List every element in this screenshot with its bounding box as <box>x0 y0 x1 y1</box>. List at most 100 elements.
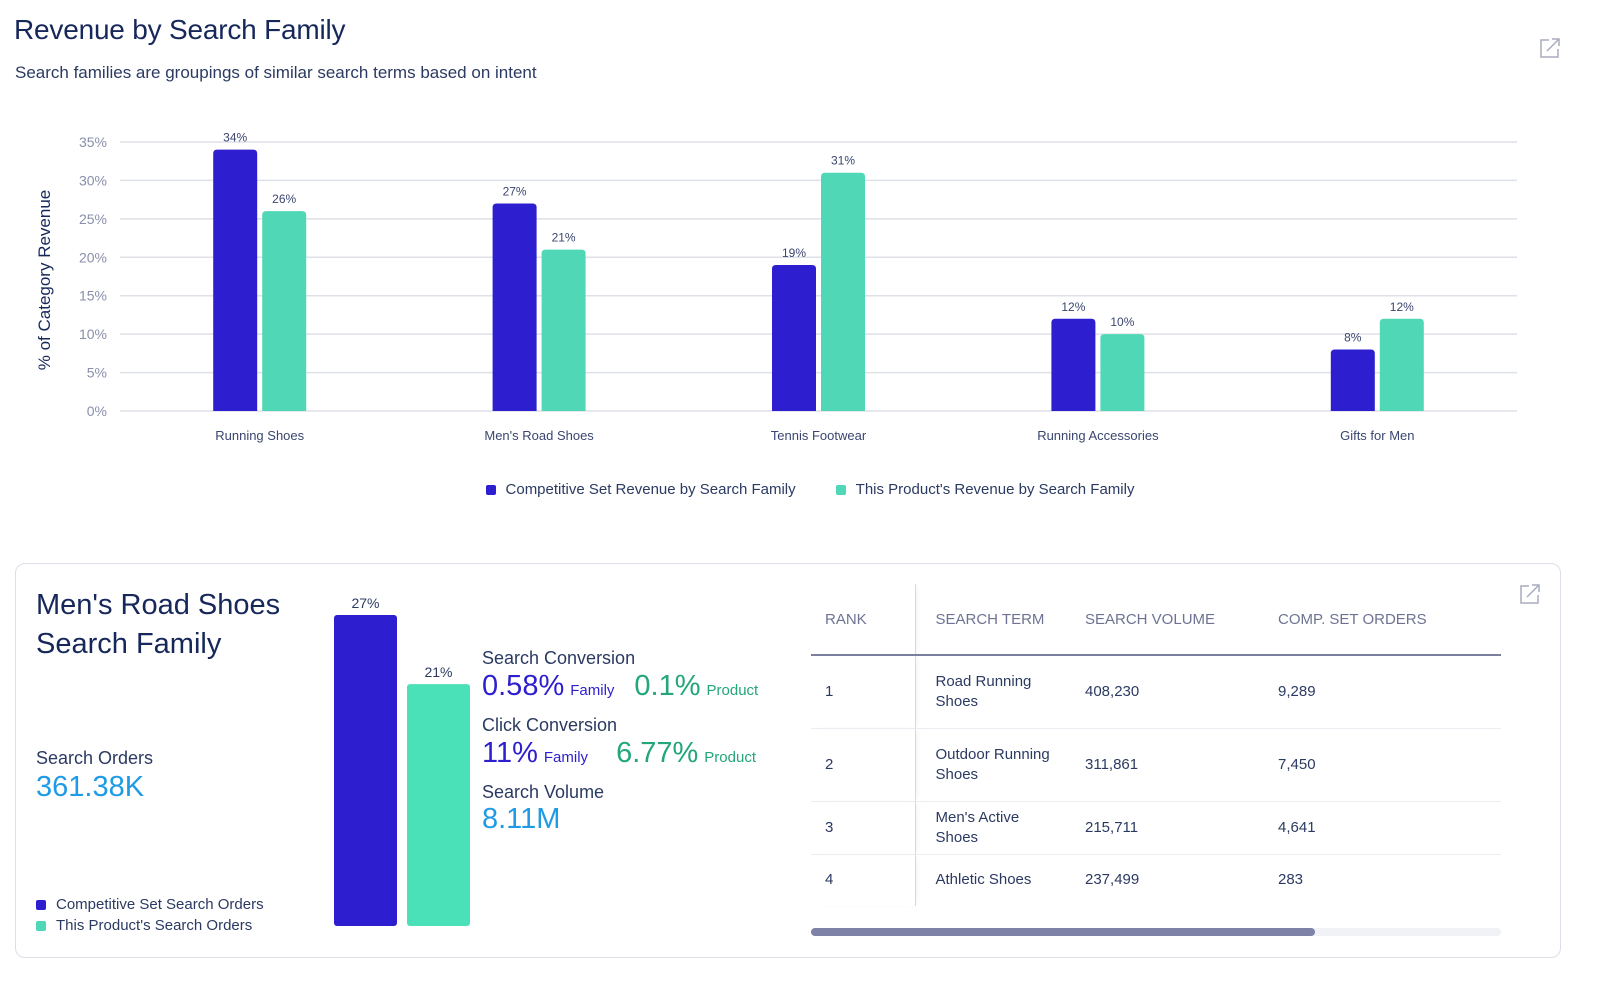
x-axis-ticks: Running Shoes Men's Road Shoes Tennis Foot… <box>215 428 1414 443</box>
bar-competitive[interactable] <box>1330 349 1375 411</box>
search-conversion-label: Search Conversion <box>482 648 636 668</box>
bar-data-label: 10% <box>1110 315 1134 329</box>
legend-label: Competitive Set Revenue by Search Family <box>505 481 796 498</box>
column-header-comp-set-orders[interactable]: COMP. SET ORDERS <box>1278 584 1501 656</box>
expand-detail-button[interactable] <box>1518 582 1542 606</box>
bar-data-label: 26% <box>272 192 296 206</box>
cell-rank: 4 <box>811 854 916 906</box>
revenue-bar-chart: 0% 5% 10% 15% 20% 25% 30% 35% % of Category Rev… <box>35 131 1517 443</box>
bar-data-label: 8% <box>1344 331 1362 345</box>
x-tick-label: Men's Road Shoes <box>484 428 594 443</box>
detail-title: Men's Road Shoes Search Family <box>36 589 281 660</box>
search-volume-label: Search Volume <box>482 782 605 802</box>
legend-label: This Product's Search Orders <box>56 917 253 934</box>
bar-product[interactable] <box>821 172 865 411</box>
click-conversion-product-label: Product <box>704 749 756 766</box>
bar-competitive[interactable] <box>1051 318 1096 411</box>
y-axis-label: % of Category Revenue <box>35 190 54 371</box>
legend-label: Competitive Set Search Orders <box>56 896 264 913</box>
external-link-icon <box>1540 38 1560 58</box>
search-orders-value: 361.38K <box>36 771 145 803</box>
page-subtitle: Search families are groupings of similar… <box>15 63 537 82</box>
column-header-search-term[interactable]: SEARCH TERM <box>915 584 1085 656</box>
external-link-icon <box>1520 584 1540 604</box>
cell-search-term: Men's Active Shoes <box>915 801 1085 855</box>
chart-legend: Competitive Set Revenue by Search Family… <box>0 481 1600 498</box>
cell-search-term: Road Running Shoes <box>915 655 1085 729</box>
bar-data-label: 21% <box>552 231 576 245</box>
bars: 34% 26% 27% 21% 19% 31% 12% 10% 8% 12% <box>213 131 1424 411</box>
search-conversion-family-label: Family <box>570 682 615 699</box>
table-header-row: RANK SEARCH TERM SEARCH VOLUME COMP. SET… <box>811 584 1501 656</box>
bar-competitive[interactable] <box>772 264 816 411</box>
search-volume-metric: Search Volume 8.11M <box>482 782 758 836</box>
table-row: 2 Outdoor Running Shoes 311,861 7,450 <box>811 728 1501 802</box>
legend-item-product-orders: This Product's Search Orders <box>36 915 264 936</box>
x-tick-label: Running Shoes <box>215 428 304 443</box>
cell-comp-set-orders: 7,450 <box>1278 728 1501 802</box>
legend-item-competitive[interactable]: Competitive Set Revenue by Search Family <box>485 481 796 498</box>
scrollbar-thumb[interactable] <box>811 928 1315 936</box>
bar-data-label: 12% <box>1061 300 1085 314</box>
bar-competitive[interactable] <box>492 203 537 411</box>
y-tick-label: 35% <box>79 134 107 150</box>
y-tick-label: 20% <box>79 249 107 265</box>
bar-competitive[interactable] <box>213 149 258 411</box>
legend-swatch-product <box>835 484 846 495</box>
column-header-search-volume[interactable]: SEARCH VOLUME <box>1085 584 1278 656</box>
search-terms-table-container: RANK SEARCH TERM SEARCH VOLUME COMP. SET… <box>811 584 1501 934</box>
cell-rank: 3 <box>811 801 916 855</box>
mini-bar-label-product: 21% <box>424 664 452 680</box>
cell-comp-set-orders: 4,641 <box>1278 801 1501 855</box>
y-tick-label: 5% <box>87 365 107 381</box>
cell-rank: 2 <box>811 728 916 802</box>
grid-lines <box>120 141 1517 412</box>
bar-data-label: 34% <box>223 131 247 145</box>
legend-item-competitive-orders: Competitive Set Search Orders <box>36 894 264 915</box>
bar-data-label: 27% <box>503 184 527 198</box>
bar-product[interactable] <box>1379 318 1424 411</box>
search-terms-table: RANK SEARCH TERM SEARCH VOLUME COMP. SET… <box>811 584 1501 906</box>
search-volume-value: 8.11M <box>482 803 561 835</box>
bar-product[interactable] <box>541 249 586 411</box>
click-conversion-product-value: 6.77% <box>616 737 699 769</box>
x-tick-label: Gifts for Men <box>1340 428 1414 443</box>
search-orders-label: Search Orders <box>36 748 154 768</box>
bar-product[interactable] <box>262 211 307 411</box>
y-tick-label: 30% <box>79 172 107 188</box>
cell-search-term: Outdoor Running Shoes <box>915 728 1085 802</box>
cell-search-volume: 408,230 <box>1085 655 1278 729</box>
legend-item-product[interactable]: This Product's Revenue by Search Family <box>835 481 1135 498</box>
bar-product[interactable] <box>1100 334 1145 411</box>
mini-bar-product <box>407 684 470 926</box>
click-conversion-metric: Click Conversion 11% Family 6.77% Produc… <box>482 715 758 770</box>
x-tick-label: Tennis Footwear <box>771 428 867 443</box>
cell-search-volume: 311,861 <box>1085 728 1278 802</box>
conversion-metrics: Search Conversion 0.58% Family 0.1% Prod… <box>482 648 758 848</box>
cell-search-volume: 237,499 <box>1085 871 1140 889</box>
click-conversion-family-value: 11% <box>482 737 538 769</box>
table-row: 1 Road Running Shoes 408,230 9,289 <box>811 655 1501 729</box>
bar-data-label: 12% <box>1390 300 1414 314</box>
search-orders-mini-chart: 27% 21% <box>334 595 470 926</box>
cell-search-term: Athletic Shoes <box>935 871 1032 889</box>
y-tick-label: 10% <box>79 326 107 342</box>
search-conversion-product-value: 0.1% <box>634 670 701 702</box>
column-header-rank[interactable]: RANK <box>811 584 916 656</box>
search-family-detail-card: Men's Road Shoes Search Family Search Or… <box>15 563 1561 958</box>
y-axis-ticks: 0% 5% 10% 15% 20% 25% 30% 35% <box>79 134 107 419</box>
search-conversion-product-label: Product <box>706 682 759 699</box>
cell-comp-set-orders: 283 <box>1278 871 1304 889</box>
table-horizontal-scrollbar[interactable] <box>811 928 1501 936</box>
click-conversion-label: Click Conversion <box>482 715 618 735</box>
page-title: Revenue by Search Family <box>14 14 346 45</box>
click-conversion-family-label: Family <box>543 749 589 766</box>
expand-chart-button[interactable] <box>1538 36 1562 60</box>
x-tick-label: Running Accessories <box>1037 428 1159 443</box>
legend-label: This Product's Revenue by Search Family <box>855 481 1135 498</box>
y-tick-label: 25% <box>79 211 107 227</box>
search-conversion-metric: Search Conversion 0.58% Family 0.1% Prod… <box>482 648 758 703</box>
cell-comp-set-orders: 9,289 <box>1278 655 1501 729</box>
bar-data-label: 31% <box>831 154 855 168</box>
y-tick-label: 15% <box>79 288 107 304</box>
